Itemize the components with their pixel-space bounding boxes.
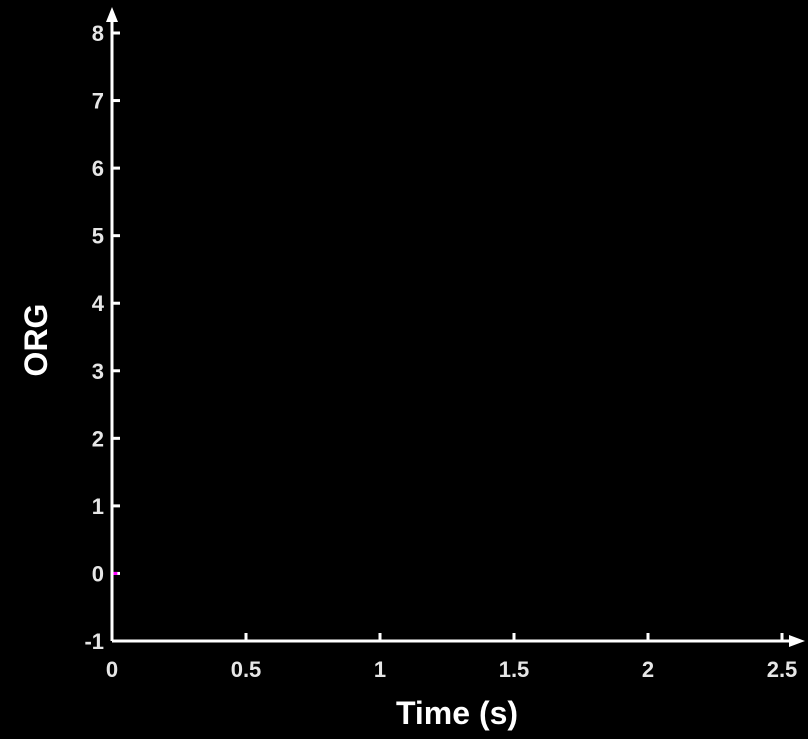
y-tick-label: 2	[92, 426, 104, 451]
y-tick-label: -1	[84, 629, 104, 654]
y-tick-label: 6	[92, 156, 104, 181]
y-tick-label: 3	[92, 359, 104, 384]
x-tick-label: 0	[106, 657, 118, 682]
x-axis-arrowhead	[789, 635, 805, 647]
y-axis-arrowhead	[106, 7, 118, 22]
x-axis-title: Time (s)	[396, 695, 518, 731]
y-tick-label: 5	[92, 224, 104, 249]
x-tick-label: 2.5	[767, 657, 798, 682]
y-tick-label: 4	[92, 291, 105, 316]
x-tick-label: 0.5	[231, 657, 262, 682]
x-axis-ticks: 0 0.5 1 1.5 2 2.5	[106, 633, 797, 682]
x-tick-label: 1.5	[499, 657, 530, 682]
x-tick-label: 2	[642, 657, 654, 682]
y-tick-label: 0	[92, 561, 104, 586]
x-tick-label: 1	[374, 657, 386, 682]
y-axis-title: ORG	[18, 304, 54, 377]
y-tick-label: 1	[92, 494, 104, 519]
y-tick-label: 8	[92, 21, 104, 46]
y-axis-ticks: -1 0 1 2 3 4 5 6 7 8	[84, 21, 120, 654]
y-tick-label: 7	[92, 89, 104, 114]
